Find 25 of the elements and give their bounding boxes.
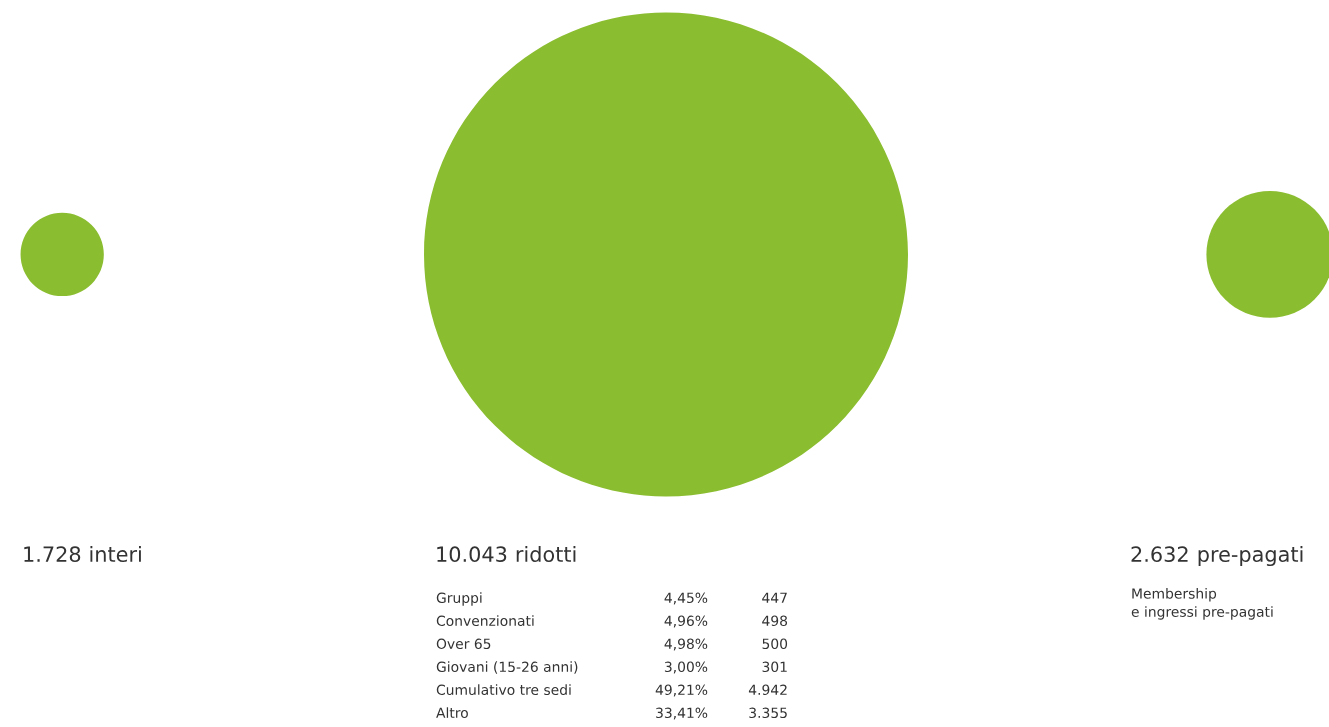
text: 498 (762, 615, 788, 627)
text: Giovani (15-26 anni) (436, 661, 578, 674)
text: Cumulativo tre sedi (436, 684, 571, 696)
text: Convenzionati (436, 615, 534, 627)
text: 4,98% (664, 638, 708, 651)
text: 4.942 (748, 684, 787, 696)
category-label: ridotti (516, 545, 576, 563)
text: Over 65 (436, 638, 491, 650)
text: 33,41% (656, 707, 708, 720)
data-label: 1.728 (24, 546, 81, 563)
text: Gruppi (436, 592, 482, 606)
text: 3,00% (664, 661, 708, 674)
data-label: 2.632 (1131, 546, 1188, 563)
category-label: pre-pagati (1198, 545, 1303, 567)
data-label: 10.043 (437, 546, 507, 563)
text: 4,96% (664, 615, 708, 628)
text: 3.355 (749, 707, 787, 719)
text: Altro (436, 707, 468, 719)
text: 49,21% (655, 684, 708, 697)
text: Membership e ingressi pre-pagati (1131, 588, 1273, 620)
text: 447 (762, 592, 787, 603)
category-label: interi (90, 545, 141, 563)
text: 4,45% (664, 592, 708, 605)
text: 500 (762, 638, 788, 650)
text: 301 (762, 661, 787, 673)
